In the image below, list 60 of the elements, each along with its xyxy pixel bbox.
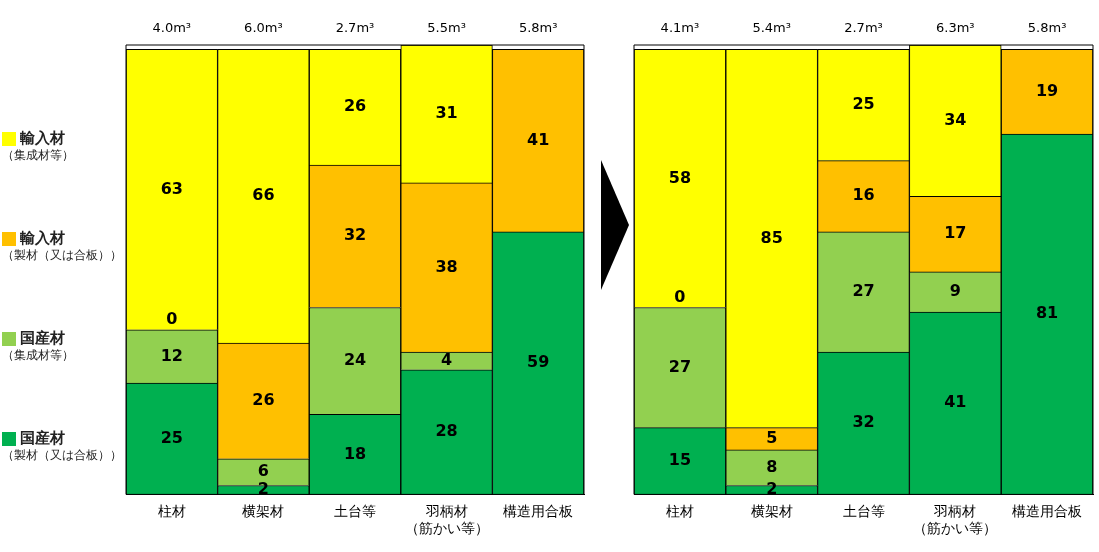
data-label: 8 xyxy=(766,456,778,476)
data-label: 25 xyxy=(852,94,875,114)
x-tick-label: 羽柄材（筋かい等） xyxy=(404,503,489,537)
x-tick-label: 横架材 xyxy=(242,503,285,520)
data-label: 25 xyxy=(160,427,183,447)
data-label: 12 xyxy=(160,345,183,365)
data-label: 85 xyxy=(760,227,783,247)
x-tick-label: 構造用合板 xyxy=(1012,503,1083,520)
x-tick-label: 土台等 xyxy=(334,503,376,520)
x-tick-label: 横架材 xyxy=(750,503,793,520)
text: 5.8m³ xyxy=(1027,19,1067,35)
data-label: 32 xyxy=(852,412,875,432)
data-label: 6 xyxy=(257,461,269,481)
data-label: 41 xyxy=(944,392,967,412)
data-label: 34 xyxy=(944,109,967,129)
x-tick-label: 構造用合板 xyxy=(503,503,574,520)
data-label: 24 xyxy=(343,350,367,370)
data-label: 27 xyxy=(668,356,692,376)
data-label: 81 xyxy=(1035,303,1059,323)
data-label: 5 xyxy=(766,427,778,447)
data-label: 15 xyxy=(668,450,692,470)
data-label: 66 xyxy=(252,185,275,205)
data-label: 38 xyxy=(435,256,458,276)
text: 4.1m³ xyxy=(660,19,700,35)
data-label: 27 xyxy=(852,281,875,301)
data-label: 31 xyxy=(435,103,458,123)
x-tick-label: 柱材 xyxy=(665,503,694,520)
text: 5.8m³ xyxy=(518,19,558,35)
text: 5.5m³ xyxy=(427,19,466,35)
data-label: 59 xyxy=(527,352,550,372)
data-label: 41 xyxy=(527,129,550,149)
data-label: 19 xyxy=(1035,80,1059,100)
data-label: 2 xyxy=(257,479,269,499)
text: 2.7m³ xyxy=(844,19,883,35)
data-label: 28 xyxy=(435,421,458,441)
data-label: 63 xyxy=(160,178,183,198)
legend-label: 輸入材（集成材等） xyxy=(2,129,74,164)
data-label: 18 xyxy=(343,443,367,463)
data-label: 26 xyxy=(343,96,367,116)
legend-label: 国産材（集成材等） xyxy=(2,329,74,364)
data-label: 0 xyxy=(674,286,686,306)
x-tick-label: 柱材 xyxy=(157,503,186,520)
data-label: 58 xyxy=(668,167,692,187)
legend-label: 輸入材（製材（又は合板）） xyxy=(2,229,122,264)
data-label: 4 xyxy=(441,350,453,370)
data-label: 2 xyxy=(766,479,778,499)
data-label: 32 xyxy=(343,225,367,245)
text: 5.4m³ xyxy=(752,19,791,35)
data-label: 0 xyxy=(166,308,178,328)
data-label: 17 xyxy=(944,223,967,243)
text: 6.3m³ xyxy=(936,19,975,35)
text: 4.0m³ xyxy=(152,19,192,35)
x-tick-label: 羽柄材（筋かい等） xyxy=(913,503,998,537)
legend-label: 国産材（製材（又は合板）） xyxy=(2,429,122,464)
text: 6.0m³ xyxy=(244,19,283,35)
text: 2.7m³ xyxy=(335,19,375,35)
data-label: 26 xyxy=(252,390,275,410)
x-tick-label: 土台等 xyxy=(842,503,885,520)
data-label: 9 xyxy=(949,281,961,301)
data-label: 16 xyxy=(852,185,875,205)
